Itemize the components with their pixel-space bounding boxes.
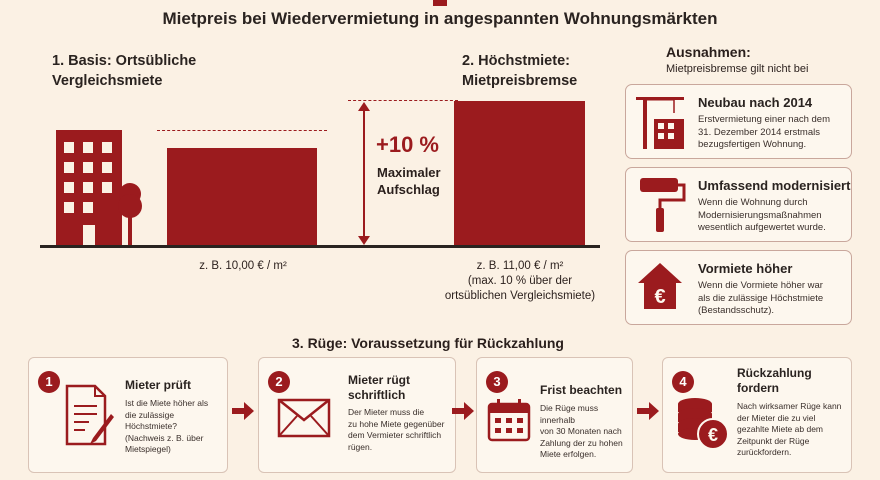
svg-text:€: € [654, 286, 665, 308]
apartment-building-icon [56, 130, 142, 246]
basis-bar [167, 148, 317, 245]
crane-building-icon [636, 97, 684, 149]
max-heading: 2. Höchstmiete: Mietpreisbremse [462, 53, 578, 89]
exception-text: Wenn die Wohnung durch Modernisierungsma… [698, 197, 826, 233]
increase-percent: +10 % [376, 132, 439, 157]
step-number: 4 [672, 371, 694, 393]
process-step-2: 2 Mieter rügt schriftlich Der Mieter mus… [258, 357, 456, 473]
max-bar [454, 101, 585, 245]
max-bar-top-line [348, 100, 458, 101]
exceptions-subheading: Mietpreisbremse gilt nicht bei [666, 63, 809, 75]
step-text: Die Rüge muss innerhalb von 30 Monaten n… [540, 403, 623, 459]
step-text: Ist die Miete höher als die zulässige Hö… [125, 398, 209, 454]
max-example-block: z. B. 11,00 € / m² (max. 10 % über der o… [444, 260, 596, 302]
arrow-right-icon [452, 402, 474, 420]
header-accent [433, 0, 447, 6]
exception-card-previous-rent: € Vormiete höher Wenn die Vormiete höher… [625, 250, 852, 325]
exception-title: Umfassend modernisiert [698, 178, 851, 193]
page-subtitle: Mietpreis bei Wiedervermietung in angesp… [162, 9, 718, 28]
basis-bar-top-line [157, 130, 327, 131]
house-euro-icon: € [638, 263, 682, 309]
envelope-icon [277, 398, 331, 438]
exception-title: Neubau nach 2014 [698, 95, 813, 110]
step-text: Nach wirksamer Rüge kann der Mieter die … [737, 401, 842, 457]
svg-text:€: € [708, 425, 718, 445]
arrow-right-icon [232, 402, 254, 420]
exception-title: Vormiete höher [698, 261, 793, 276]
step-title: Frist beachten [540, 383, 623, 397]
step-number: 2 [268, 371, 290, 393]
step-title: Rückzahlung fordern [737, 366, 812, 395]
step-title: Mieter prüft [125, 378, 191, 392]
document-pen-icon [65, 384, 114, 446]
arrow-right-icon [637, 402, 659, 420]
step-number: 1 [38, 371, 60, 393]
process-heading: 3. Rüge: Voraussetzung für Rückzahlung [292, 335, 564, 351]
basis-heading: 1. Basis: Ortsübliche Vergleichsmiete [52, 53, 197, 89]
basis-example: z. B. 10,00 € / m² [199, 260, 287, 272]
step-number: 3 [486, 371, 508, 393]
exception-card-newbuild: Neubau nach 2014 Erstvermietung einer na… [625, 84, 852, 159]
step-title: Mieter rügt schriftlich [348, 373, 411, 402]
exceptions-heading: Ausnahmen: [666, 44, 751, 60]
exception-text: Wenn die Vormiete höher war als die zulä… [698, 280, 824, 316]
process-step-3: 3 Frist beachten Die Rüge muss innerhalb… [476, 357, 633, 473]
step-text: Der Mieter muss die zu hohe Miete gegenü… [348, 407, 445, 452]
exception-text: Erstvermietung einer nach dem 31. Dezemb… [698, 114, 831, 150]
increase-label: Maximaler Aufschlag [377, 165, 441, 197]
exception-card-modernized: Umfassend modernisiert Wenn die Wohnung … [625, 167, 852, 242]
paint-roller-icon [640, 178, 686, 232]
calendar-icon [487, 399, 531, 442]
process-step-1: 1 Mieter prüft Ist die Miete höher als d… [28, 357, 228, 473]
process-step-4: 4 € Rückzahlung fordern Nach wirksamer R… [662, 357, 852, 473]
chart-baseline [40, 245, 600, 248]
increase-arrow-icon [358, 102, 370, 245]
coins-euro-icon: € [678, 398, 729, 450]
